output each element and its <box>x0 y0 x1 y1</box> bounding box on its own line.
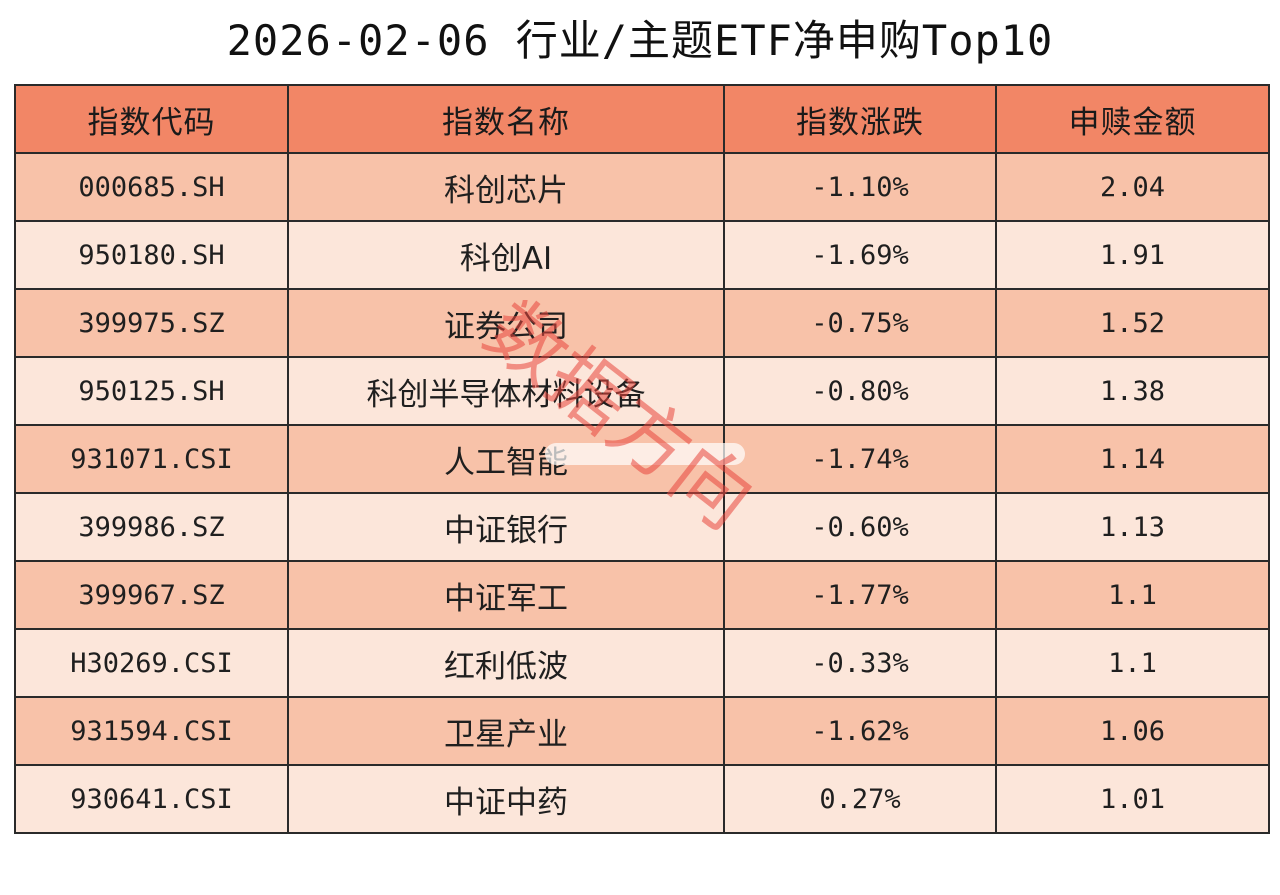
header-index-name: 指数名称 <box>287 84 725 154</box>
cell-change: -0.75% <box>723 288 997 358</box>
table-row: 000685.SH 科创芯片 -1.10% 2.04 <box>14 152 1270 222</box>
cell-code: 950125.SH <box>14 356 289 426</box>
table-row: 399975.SZ 证券公司 -0.75% 1.52 <box>14 288 1270 358</box>
cell-change: -1.10% <box>723 152 997 222</box>
cell-name: 卫星产业 <box>287 696 725 766</box>
page-title: 2026-02-06 行业/主题ETF净申购Top10 <box>226 16 1054 65</box>
cell-change: -1.69% <box>723 220 997 290</box>
cell-amount: 1.13 <box>995 492 1270 562</box>
etf-table: 指数代码 指数名称 指数涨跌 申赎金额 000685.SH 科创芯片 -1.10… <box>14 84 1270 834</box>
cell-change: -1.62% <box>723 696 997 766</box>
cell-name: 中证军工 <box>287 560 725 630</box>
cell-change: -1.77% <box>723 560 997 630</box>
cell-name: 证券公司 <box>287 288 725 358</box>
table-row: 950125.SH 科创半导体材料设备 -0.80% 1.38 <box>14 356 1270 426</box>
cell-code: 399975.SZ <box>14 288 289 358</box>
cell-amount: 1.06 <box>995 696 1270 766</box>
cell-code: 399967.SZ <box>14 560 289 630</box>
table-row: 930641.CSI 中证中药 0.27% 1.01 <box>14 764 1270 834</box>
cell-name: 人工智能 <box>287 424 725 494</box>
cell-change: -0.80% <box>723 356 997 426</box>
cell-code: 931071.CSI <box>14 424 289 494</box>
cell-code: 950180.SH <box>14 220 289 290</box>
cell-name: 红利低波 <box>287 628 725 698</box>
table-row: 399967.SZ 中证军工 -1.77% 1.1 <box>14 560 1270 630</box>
cell-name: 科创芯片 <box>287 152 725 222</box>
cell-code: 930641.CSI <box>14 764 289 834</box>
cell-change: -0.33% <box>723 628 997 698</box>
table-row: 399986.SZ 中证银行 -0.60% 1.13 <box>14 492 1270 562</box>
cell-change: -1.74% <box>723 424 997 494</box>
cell-amount: 1.14 <box>995 424 1270 494</box>
header-subscription-amount: 申赎金额 <box>995 84 1270 154</box>
table-row: H30269.CSI 红利低波 -0.33% 1.1 <box>14 628 1270 698</box>
cell-amount: 1.1 <box>995 628 1270 698</box>
cell-name: 科创AI <box>287 220 725 290</box>
header-index-change: 指数涨跌 <box>723 84 997 154</box>
cell-name: 中证中药 <box>287 764 725 834</box>
cell-amount: 1.91 <box>995 220 1270 290</box>
header-index-code: 指数代码 <box>14 84 289 154</box>
cell-code: 399986.SZ <box>14 492 289 562</box>
cell-amount: 1.52 <box>995 288 1270 358</box>
cell-code: H30269.CSI <box>14 628 289 698</box>
cell-amount: 1.01 <box>995 764 1270 834</box>
cell-code: 931594.CSI <box>14 696 289 766</box>
table-row: 931594.CSI 卫星产业 -1.62% 1.06 <box>14 696 1270 766</box>
table-row: 950180.SH 科创AI -1.69% 1.91 <box>14 220 1270 290</box>
cell-amount: 1.1 <box>995 560 1270 630</box>
cell-name: 中证银行 <box>287 492 725 562</box>
table-row: 931071.CSI 人工智能 -1.74% 1.14 <box>14 424 1270 494</box>
cell-change: 0.27% <box>723 764 997 834</box>
cell-code: 000685.SH <box>14 152 289 222</box>
table-header-row: 指数代码 指数名称 指数涨跌 申赎金额 <box>14 84 1270 154</box>
cell-name: 科创半导体材料设备 <box>287 356 725 426</box>
cell-change: -0.60% <box>723 492 997 562</box>
cell-amount: 1.38 <box>995 356 1270 426</box>
cell-amount: 2.04 <box>995 152 1270 222</box>
